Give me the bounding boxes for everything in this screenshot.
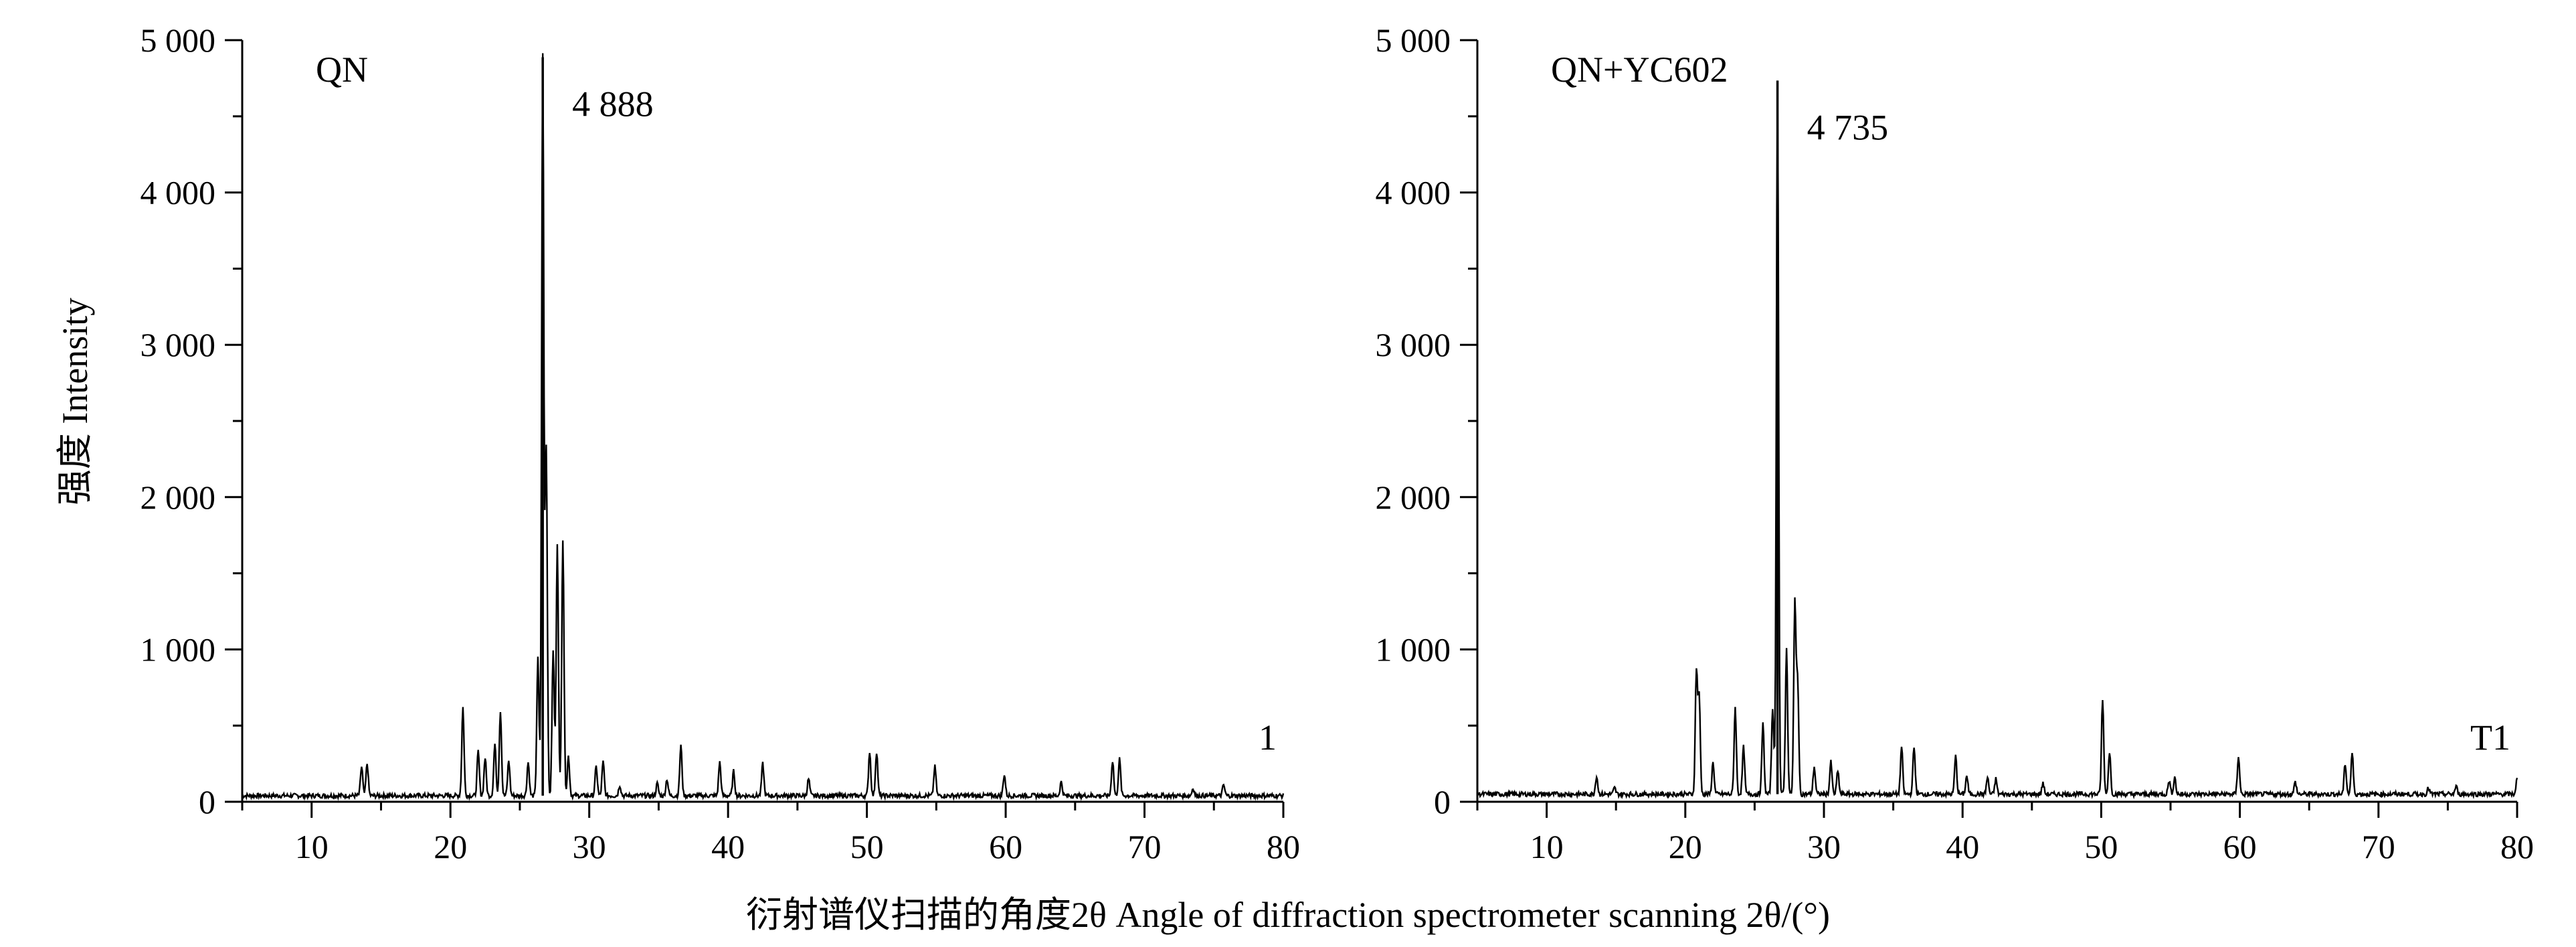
chart2-diffraction-trace	[1477, 82, 2518, 800]
chart2-x-tick-label: 40	[1946, 828, 1979, 865]
chart1-x-tick-label: 60	[989, 828, 1022, 865]
y-axis-title: 强度 Intensity	[55, 298, 95, 505]
chart1-x-tick-label: 20	[434, 828, 467, 865]
chart1-y-tick-label: 1 000	[141, 630, 216, 668]
chart2-x-tick-label: 50	[2084, 828, 2118, 865]
chart2-x-tick-label: 80	[2500, 828, 2534, 865]
chart2-x-tick-label: 70	[2362, 828, 2395, 865]
chart2-y-tick-label: 1 000	[1376, 630, 1451, 668]
chart1-y-tick-label: 5 000	[141, 21, 216, 59]
chart1-x-tick-label: 50	[850, 828, 884, 865]
chart2-x-tick-label: 20	[1669, 828, 1702, 865]
chart1-x-tick-label: 10	[295, 828, 329, 865]
chart2-y-tick-label: 5 000	[1376, 21, 1451, 59]
chart1-panel: 0 1 000 2 000 3 000 4 000 5 000 10 20 30 40 50 60 70…	[141, 21, 1301, 865]
chart2-title: QN+YC602	[1551, 50, 1728, 90]
chart1-y-tick-label: 0	[199, 783, 215, 821]
chart2-x-tick-label: 10	[1530, 828, 1564, 865]
chart2-x-tick-label: 60	[2223, 828, 2257, 865]
chart2-corner-label: T1	[2470, 717, 2510, 758]
chart1-y-tick-label: 2 000	[141, 479, 216, 516]
chart2-panel: 0 1 000 2 000 3 000 4 000 5 000 10 20 30 40 50 60 70…	[1376, 21, 2535, 865]
chart2-x-tick-label: 30	[1807, 828, 1841, 865]
chart2-y-tick-label: 3 000	[1376, 326, 1451, 363]
chart2-peak-label: 4 735	[1807, 107, 1889, 147]
x-axis-title: 衍射谱仪扫描的角度2θ Angle of diffraction spectro…	[746, 895, 1830, 935]
chart1-x-tick-label: 80	[1267, 828, 1300, 865]
chart1-x-tick-label: 30	[573, 828, 606, 865]
chart1-diffraction-trace	[242, 53, 1285, 802]
chart1-y-tick-label: 4 000	[141, 174, 216, 211]
chart1-x-tick-label: 40	[711, 828, 745, 865]
chart2-y-tick-label: 2 000	[1376, 479, 1451, 516]
chart2-y-tick-label: 0	[1434, 783, 1451, 821]
chart1-x-tick-label: 70	[1128, 828, 1162, 865]
chart2-y-tick-label: 4 000	[1376, 174, 1451, 211]
chart1-peak-label: 4 888	[572, 84, 654, 124]
chart1-y-tick-label: 3 000	[141, 326, 216, 363]
chart1-corner-label: 1	[1259, 717, 1277, 758]
chart1-title: QN	[316, 50, 368, 90]
